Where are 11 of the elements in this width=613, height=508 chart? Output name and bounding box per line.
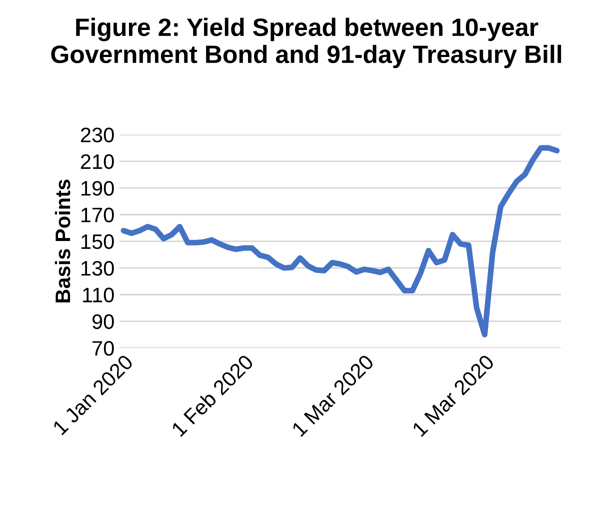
y-tick-label: 110 <box>83 288 114 302</box>
y-axis-title: Basis Points <box>54 180 70 302</box>
y-tick-label: 210 <box>80 154 114 170</box>
chart-title: Figure 2: Yield Spread between 10-year Government Bond and 91-day Treasury Bill <box>51 18 562 68</box>
y-tick-label: 170 <box>82 208 114 222</box>
y-tick-label: 90 <box>92 314 114 330</box>
y-tick-label: 190 <box>82 180 114 196</box>
y-tick-label: 130 <box>82 260 114 276</box>
y-tick-label: 230 <box>80 128 114 142</box>
y-tick-label: 150 <box>82 234 114 250</box>
y-tick-label: 70 <box>92 340 114 356</box>
